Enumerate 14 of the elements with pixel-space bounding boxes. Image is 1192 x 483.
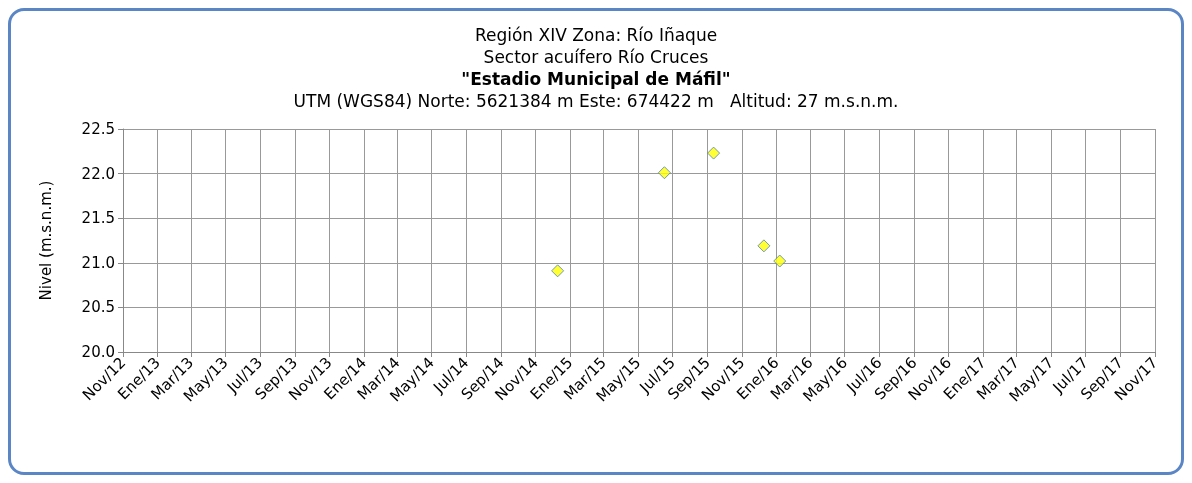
- point: [707, 146, 721, 160]
- y-axis-title: Nivel (m.s.n.m.): [36, 180, 55, 301]
- point: [773, 254, 787, 268]
- y-tick-label: 21.0: [81, 253, 115, 272]
- y-tick-label: 21.5: [81, 209, 115, 228]
- point: [757, 239, 771, 253]
- point: [657, 166, 671, 180]
- chart-title: Región XIV Zona: Río Iñaque Sector acuífero Río Cruces "Estadio Municipal de Máfil": [461, 25, 731, 89]
- y-tick-label: 22.0: [81, 164, 115, 183]
- chart-subtitle: UTM (WGS84) Norte: 5621384 m Este: 674422 m Altitud: 27 m.s.n.m.: [293, 91, 899, 111]
- point: [551, 264, 565, 278]
- y-tick-label: 22.5: [81, 120, 115, 138]
- y-tick-label: 20.5: [81, 298, 115, 317]
- y-tick-label: 20.0: [81, 343, 115, 361]
